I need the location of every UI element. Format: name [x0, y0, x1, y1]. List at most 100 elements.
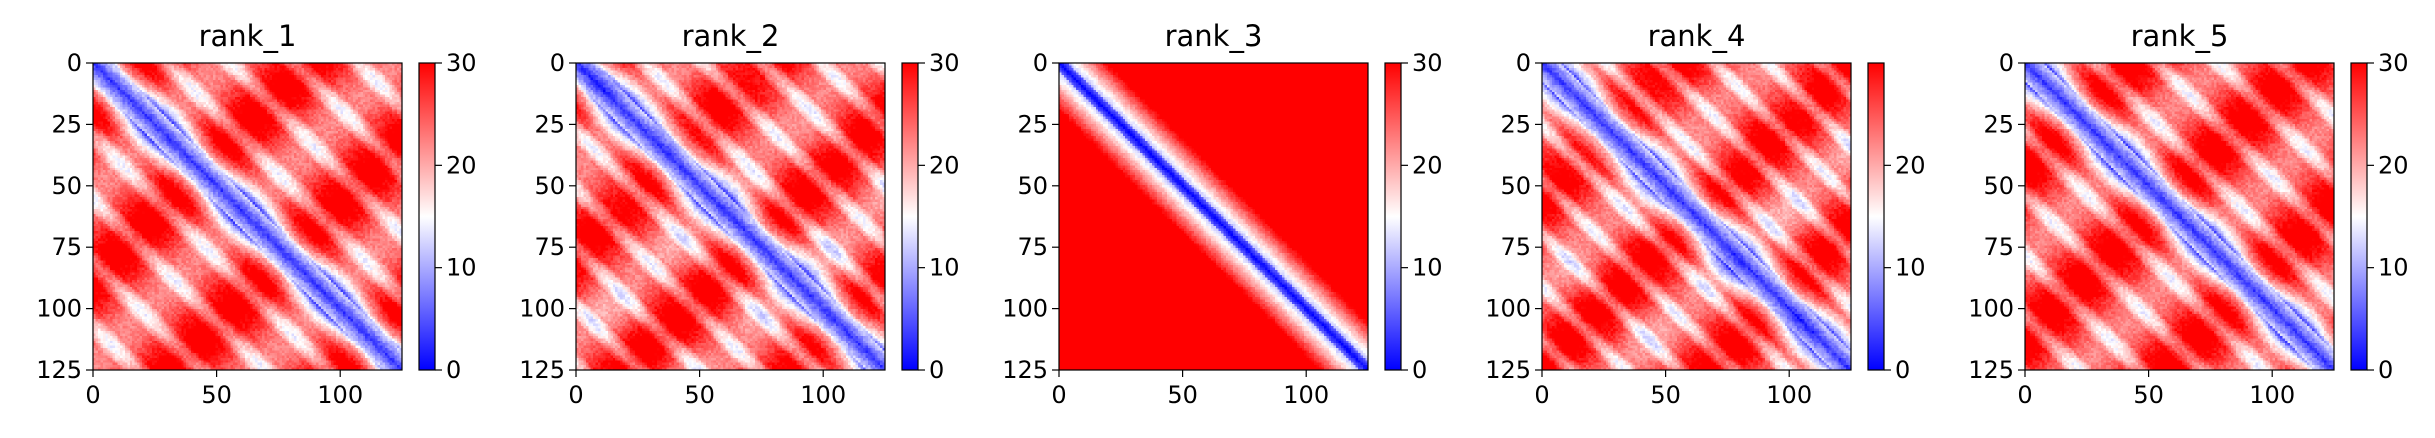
x-tick-label: 100 [1283, 381, 1329, 409]
colorbar-frame [1867, 62, 1885, 371]
y-tick-label: 75 [534, 233, 565, 261]
y-tick-label: 100 [36, 295, 82, 323]
plot-frame [1058, 62, 1369, 371]
y-tick-label: 100 [519, 295, 565, 323]
colorbar-tick-label: 30 [929, 49, 960, 77]
colorbar-tick-label: 30 [446, 49, 477, 77]
y-tick-label: 125 [1968, 356, 2014, 384]
y-tick-label: 125 [519, 356, 565, 384]
plot-frame [2024, 62, 2335, 371]
colorbar: 0 10 20 [1867, 62, 1926, 384]
colorbar-tick-label: 0 [446, 356, 461, 384]
y-tick-label: 50 [534, 172, 565, 200]
y-tick-label: 125 [1002, 356, 1048, 384]
y-tick-label: 125 [36, 356, 82, 384]
y-tick-label: 0 [1033, 49, 1048, 77]
y-tick-label: 75 [1983, 233, 2014, 261]
colorbar-tick-label: 10 [2378, 254, 2409, 282]
colorbar-gradient [1868, 63, 1884, 370]
chart-title: rank_4 [1648, 19, 1746, 53]
x-tick-label: 0 [2017, 381, 2032, 409]
colorbar-tick-label: 10 [446, 254, 477, 282]
y-tick-label: 0 [1516, 49, 1531, 77]
colorbar-frame [2350, 62, 2368, 371]
x-tick-label: 100 [317, 381, 363, 409]
y-tick-label: 25 [51, 110, 82, 138]
y-tick-label: 0 [550, 49, 565, 77]
x-tick-label: 0 [85, 381, 100, 409]
x-tick-label: 100 [800, 381, 846, 409]
y-tick-label: 25 [1500, 110, 1531, 138]
colorbar-tick-label: 20 [2378, 151, 2409, 179]
colorbar-frame [418, 62, 436, 371]
y-tick-label: 25 [1017, 110, 1048, 138]
colorbar-tick-label: 30 [1412, 49, 1443, 77]
colorbar-tick-label: 10 [1895, 254, 1926, 282]
colorbar-frame [901, 62, 919, 371]
y-tick-label: 0 [1999, 49, 2014, 77]
colorbar-tick-label: 0 [929, 356, 944, 384]
y-tick-label: 0 [67, 49, 82, 77]
colorbar-gradient [419, 63, 435, 370]
y-tick-label: 100 [1968, 295, 2014, 323]
heatmap-image [1059, 63, 1368, 370]
y-tick-label: 100 [1002, 295, 1048, 323]
y-tick-label: 50 [1983, 172, 2014, 200]
y-tick-label: 100 [1485, 295, 1531, 323]
x-tick-label: 0 [1051, 381, 1066, 409]
x-tick-label: 100 [1766, 381, 1812, 409]
y-tick-label: 75 [1500, 233, 1531, 261]
x-tick-label: 0 [568, 381, 583, 409]
colorbar-tick-label: 20 [446, 151, 477, 179]
y-tick-label: 125 [1485, 356, 1531, 384]
x-tick-label: 50 [2133, 381, 2164, 409]
y-tick-label: 50 [51, 172, 82, 200]
y-tick-label: 25 [1983, 110, 2014, 138]
chart-title: rank_1 [199, 19, 297, 53]
y-tick-label: 75 [1017, 233, 1048, 261]
colorbar-gradient [902, 63, 918, 370]
colorbar-tick-label: 20 [1895, 151, 1926, 179]
y-tick-label: 75 [51, 233, 82, 261]
colorbar: 0 10 20 30 [901, 49, 960, 384]
colorbar: 0 10 20 30 [2350, 49, 2409, 384]
colorbar-tick-label: 0 [1895, 356, 1910, 384]
x-tick-label: 50 [1167, 381, 1198, 409]
colorbar-tick-label: 0 [2378, 356, 2393, 384]
colorbar-frame [1384, 62, 1402, 371]
plot-frame [1541, 62, 1852, 371]
chart-title: rank_2 [682, 19, 780, 53]
colorbar-tick-label: 20 [929, 151, 960, 179]
colorbar-tick-label: 20 [1412, 151, 1443, 179]
colorbar: 0 10 20 30 [418, 49, 477, 384]
plot-frame [575, 62, 886, 371]
chart-title: rank_3 [1165, 19, 1263, 53]
colorbar-tick-label: 0 [1412, 356, 1427, 384]
heatmap-image [2025, 63, 2334, 370]
colorbar-tick-label: 10 [1412, 254, 1443, 282]
x-tick-label: 50 [201, 381, 232, 409]
x-tick-label: 50 [1650, 381, 1681, 409]
heatmap-image [93, 63, 402, 370]
heatmap-image [1542, 63, 1851, 370]
colorbar-gradient [1385, 63, 1401, 370]
x-tick-label: 0 [1534, 381, 1549, 409]
y-tick-label: 50 [1017, 172, 1048, 200]
plot-frame [92, 62, 403, 371]
heatmap-image [576, 63, 885, 370]
x-tick-label: 50 [684, 381, 715, 409]
colorbar-gradient [2351, 63, 2367, 370]
colorbar: 0 10 20 30 [1384, 49, 1443, 384]
x-tick-label: 100 [2249, 381, 2295, 409]
colorbar-tick-label: 30 [2378, 49, 2409, 77]
y-tick-label: 25 [534, 110, 565, 138]
colorbar-tick-label: 10 [929, 254, 960, 282]
y-tick-label: 50 [1500, 172, 1531, 200]
chart-title: rank_5 [2131, 19, 2229, 53]
